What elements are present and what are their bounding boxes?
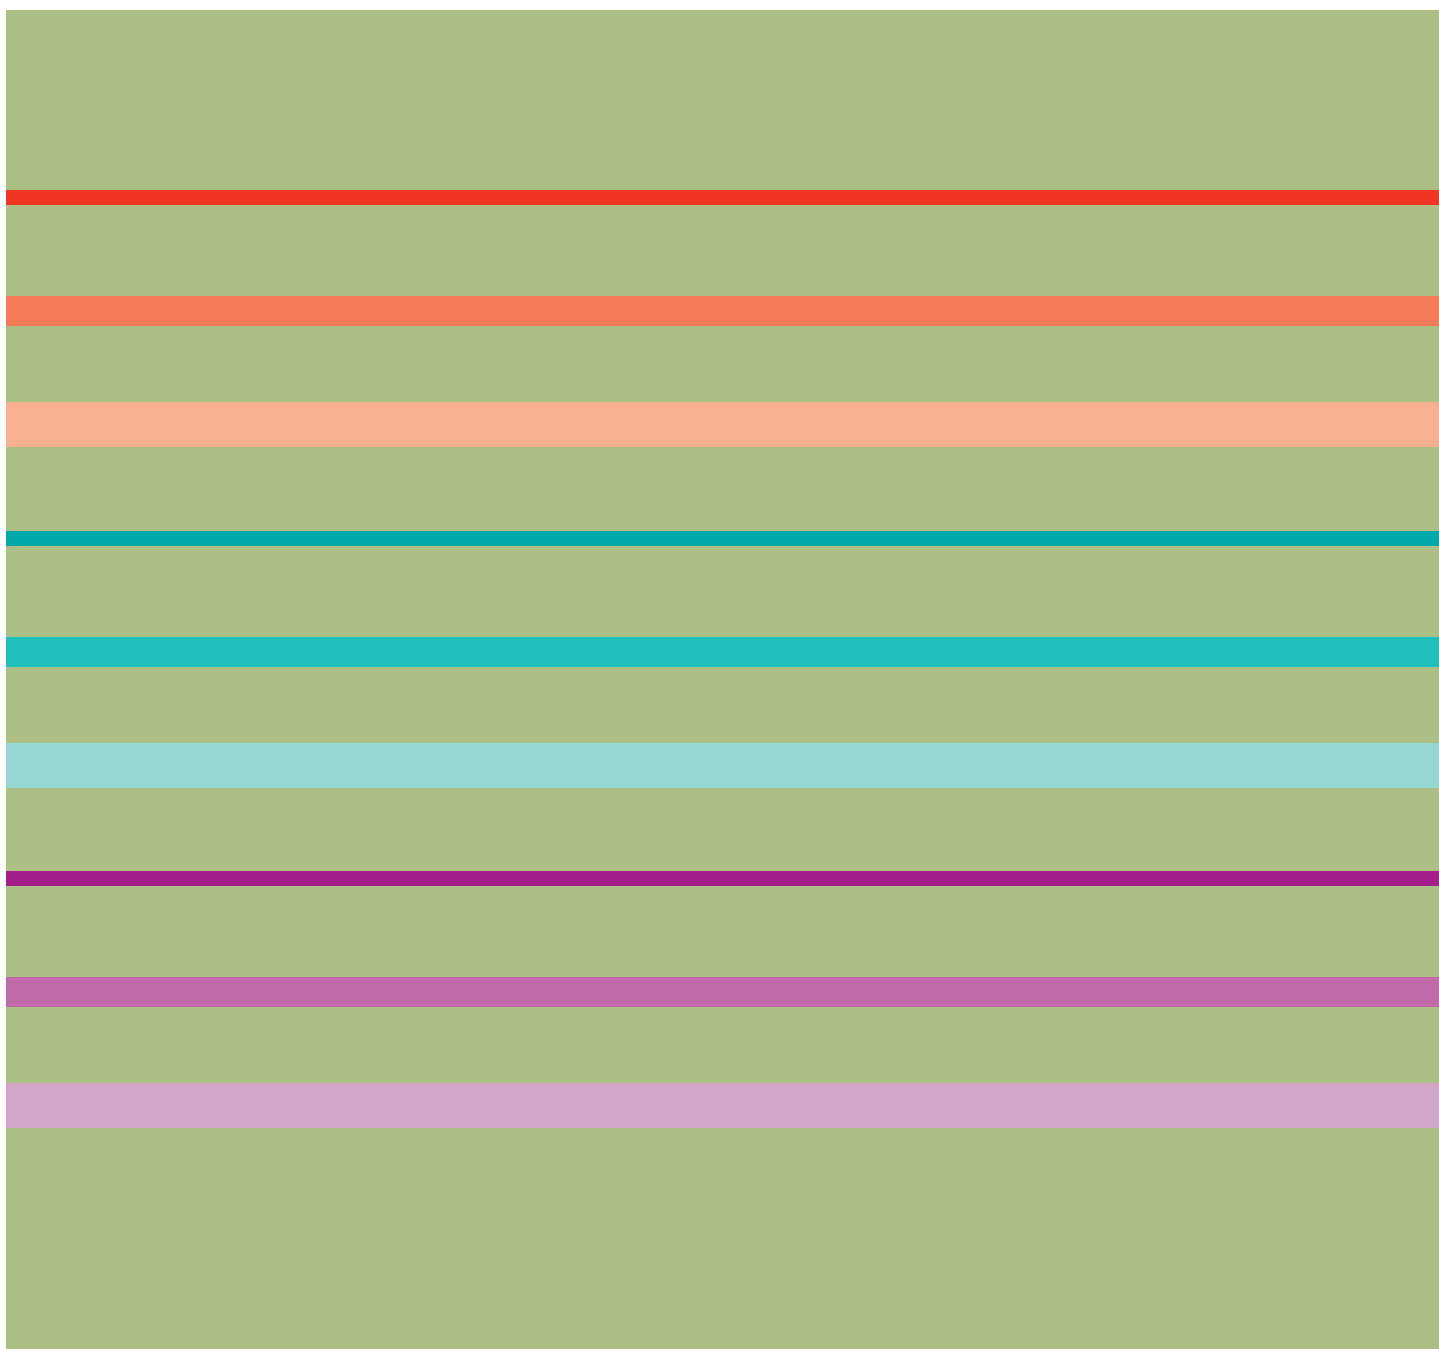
stripe-red-medium [6, 296, 1439, 326]
stripe-red-thick [6, 402, 1439, 447]
stripe-teal-thin [6, 531, 1439, 546]
stripe-canvas [6, 10, 1439, 1349]
stripe-teal-thick [6, 743, 1439, 788]
stripe-magenta-medium [6, 977, 1439, 1007]
stripe-magenta-thin [6, 871, 1439, 886]
stripe-teal-medium [6, 637, 1439, 667]
stripe-red-thin [6, 190, 1439, 205]
stripe-magenta-thick [6, 1083, 1439, 1128]
